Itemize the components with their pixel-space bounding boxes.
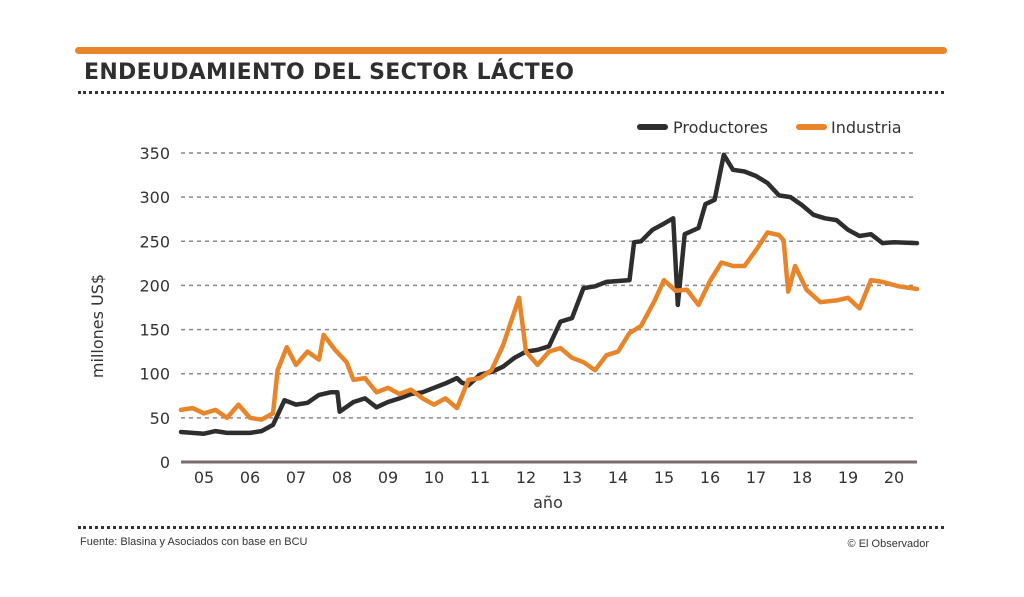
credit-note: © El Observador: [847, 538, 929, 550]
x-tick-label: 15: [654, 468, 674, 487]
title-divider: [78, 91, 944, 94]
x-tick-label: 18: [792, 468, 812, 487]
y-tick-label: 300: [139, 188, 170, 207]
legend: Productores Industria: [637, 118, 902, 137]
series-line-industria: [178, 230, 920, 422]
y-tick-labels: 0 50 100 150 200 250 300 350: [139, 144, 170, 472]
x-tick-label: 06: [240, 468, 260, 487]
top-accent-rule: [75, 47, 947, 54]
x-tick-label: 11: [470, 468, 490, 487]
y-tick-label: 50: [150, 409, 170, 428]
x-tick-label: 20: [884, 468, 904, 487]
y-tick-label: 200: [139, 276, 170, 295]
x-tick-label: 10: [424, 468, 444, 487]
x-tick-label: 17: [746, 468, 766, 487]
y-tick-label: 250: [139, 232, 170, 251]
x-tick-label: 16: [700, 468, 720, 487]
x-tick-label: 13: [562, 468, 582, 487]
chart-title: ENDEUDAMIENTO DEL SECTOR LÁCTEO: [84, 60, 575, 85]
x-tick-label: 07: [286, 468, 306, 487]
x-tick-label: 14: [608, 468, 628, 487]
y-tick-label: 100: [139, 365, 170, 384]
gridlines: [181, 152, 917, 419]
footer-divider: [78, 526, 944, 529]
x-tick-label: 19: [838, 468, 858, 487]
source-note: Fuente: Blasina y Asociados con base en …: [80, 536, 308, 548]
x-tick-label: 09: [378, 468, 398, 487]
series-lines: [178, 152, 920, 436]
legend-label-productores: Productores: [673, 118, 768, 137]
series-line-productores: [178, 152, 920, 436]
y-tick-label: 150: [139, 321, 170, 340]
x-tick-label: 05: [194, 468, 214, 487]
x-tick-label: 12: [516, 468, 536, 487]
x-tick-labels: 05 06 07 08 09 10 11 12 13 14 15 16 17 18 19 20: [194, 468, 904, 487]
x-axis-label: año: [533, 493, 563, 512]
y-tick-label: 350: [139, 144, 170, 163]
y-axis-label: millones US$: [88, 274, 107, 378]
legend-label-industria: Industria: [831, 118, 902, 137]
x-tick-label: 08: [332, 468, 352, 487]
y-tick-label: 0: [160, 453, 170, 472]
